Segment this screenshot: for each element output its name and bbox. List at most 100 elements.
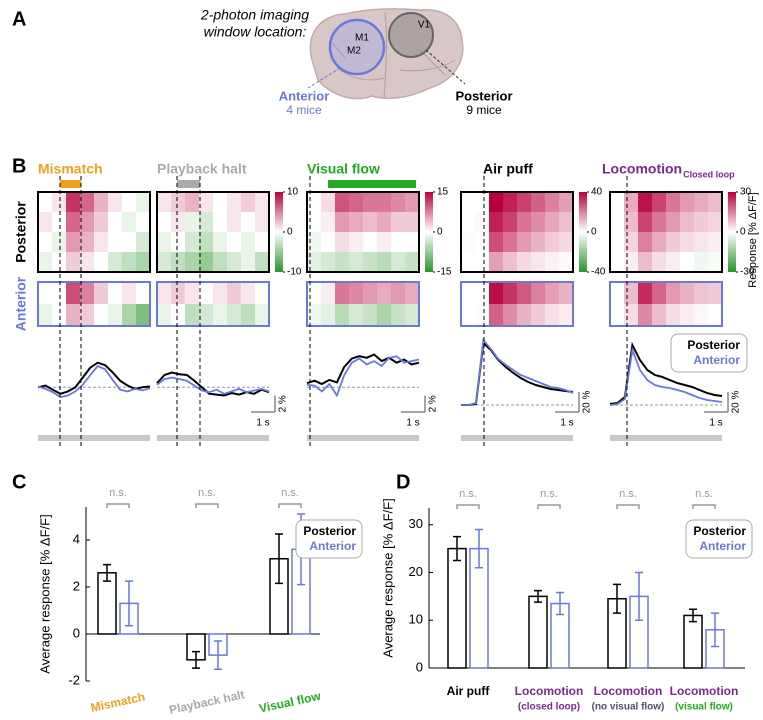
panel-title: Visual flow: [307, 161, 380, 177]
error-bar: [613, 583, 621, 614]
heatmap-cell: [38, 252, 53, 273]
error-bar: [192, 650, 200, 669]
heatmap-cell: [52, 304, 67, 327]
heatmap-frame: [306, 191, 420, 273]
heatmap-cell: [461, 192, 476, 213]
posterior-label: Posterior: [455, 88, 512, 103]
heatmap-cell: [363, 192, 378, 213]
trace: [156, 376, 270, 395]
heatmap-cell: [38, 232, 53, 253]
heatmap-cell: [241, 212, 256, 233]
heatmap-frame: [156, 281, 270, 327]
heatmap-cell: [363, 282, 378, 305]
heatmap-cell: [545, 304, 560, 327]
panel-subtitle: Closed loop: [683, 169, 735, 179]
legend-entry: Anterior: [309, 539, 356, 553]
heatmap-cell: [80, 282, 95, 305]
heatmap-cell: [708, 282, 723, 305]
heatmap-cell: [708, 192, 723, 213]
area-label: V1: [418, 20, 431, 31]
bar: [97, 572, 117, 635]
heatmap-cell: [136, 252, 151, 273]
heatmap-cell: [185, 212, 200, 233]
error-bar: [214, 640, 222, 670]
heatmap-cell: [666, 192, 681, 213]
heatmap-cell: [108, 192, 123, 213]
heatmap-cell: [545, 192, 560, 213]
heatmap-cell: [321, 232, 336, 253]
heatmap-cell: [122, 304, 137, 327]
heatmap-cell: [122, 192, 137, 213]
heatmap-cell: [559, 192, 574, 213]
time-bar: [157, 435, 269, 441]
heatmap-cell: [680, 252, 695, 273]
heatmap-cell: [122, 212, 137, 233]
heatmap-cell: [517, 212, 532, 233]
error-bar: [125, 580, 133, 627]
scalebar-x-label: 1 s: [560, 418, 573, 429]
heatmap-cell: [307, 304, 322, 327]
colorbar: [275, 192, 283, 272]
row-label: Posterior: [13, 201, 29, 263]
heatmap-cell: [157, 192, 172, 213]
heatmap-cell: [321, 282, 336, 305]
heatmap-cell: [349, 212, 364, 233]
heatmap-cell: [638, 252, 653, 273]
heatmap-cell: [66, 232, 81, 253]
heatmap-cell: [391, 192, 406, 213]
heatmap-cell: [531, 212, 546, 233]
heatmap-frame: [37, 191, 151, 273]
trace: [306, 355, 420, 398]
heatmap-cell: [255, 282, 270, 305]
heatmap-cell: [255, 304, 270, 327]
annotation: n.s.: [695, 488, 713, 500]
area-label: M1: [355, 33, 369, 44]
panel-title: Air puff: [483, 161, 533, 177]
annotation: n.s.: [109, 487, 127, 499]
y-tick-label: -2: [68, 672, 80, 687]
heatmap-cell: [377, 252, 392, 273]
bracket: [195, 503, 219, 508]
y-tick-label: 30: [409, 516, 423, 531]
heatmap-cell: [624, 232, 639, 253]
heatmap-cell: [349, 282, 364, 305]
error-bar: [635, 571, 643, 621]
bracket: [692, 504, 716, 509]
heatmap-cell: [489, 192, 504, 213]
heatmap-cell: [610, 304, 625, 327]
heatmap-cell: [461, 232, 476, 253]
heatmap-cell: [680, 232, 695, 253]
heatmap-cell: [545, 282, 560, 305]
y-tick-label: 0: [73, 625, 80, 640]
heatmap-cell: [108, 252, 123, 273]
trace: [461, 337, 574, 406]
heatmap-cell: [559, 304, 574, 327]
heatmap-cell: [255, 232, 270, 253]
colorbar-tick-label: 10: [287, 187, 299, 198]
legend-entry: Posterior: [303, 524, 356, 538]
heatmap-cell: [638, 212, 653, 233]
x-tick-label: Visual flow: [258, 689, 323, 716]
heatmap-cell: [461, 304, 476, 327]
error-bar: [453, 535, 461, 562]
annotation: n.s.: [198, 487, 216, 499]
x-tick-label: Playback halt: [168, 687, 246, 717]
heatmap-cell: [708, 252, 723, 273]
heatmap-cell: [136, 212, 151, 233]
anterior-count: 4 mice: [286, 103, 322, 117]
heatmap-cell: [391, 212, 406, 233]
colorbar-tick-label: -30: [740, 267, 755, 278]
heatmap-cell: [38, 304, 53, 327]
heatmap-cell: [461, 212, 476, 233]
heatmap-cell: [517, 192, 532, 213]
annotation: n.s.: [540, 488, 558, 500]
panel-title: Locomotion: [602, 161, 682, 177]
heatmap-cell: [38, 282, 53, 305]
heatmap-cell: [638, 232, 653, 253]
heatmap-cell: [157, 252, 172, 273]
heatmap-cell: [503, 232, 518, 253]
colorbar-tick-label: 0: [287, 227, 293, 238]
colorbar-tick-label: 0: [437, 227, 443, 238]
heatmap-cell: [80, 192, 95, 213]
